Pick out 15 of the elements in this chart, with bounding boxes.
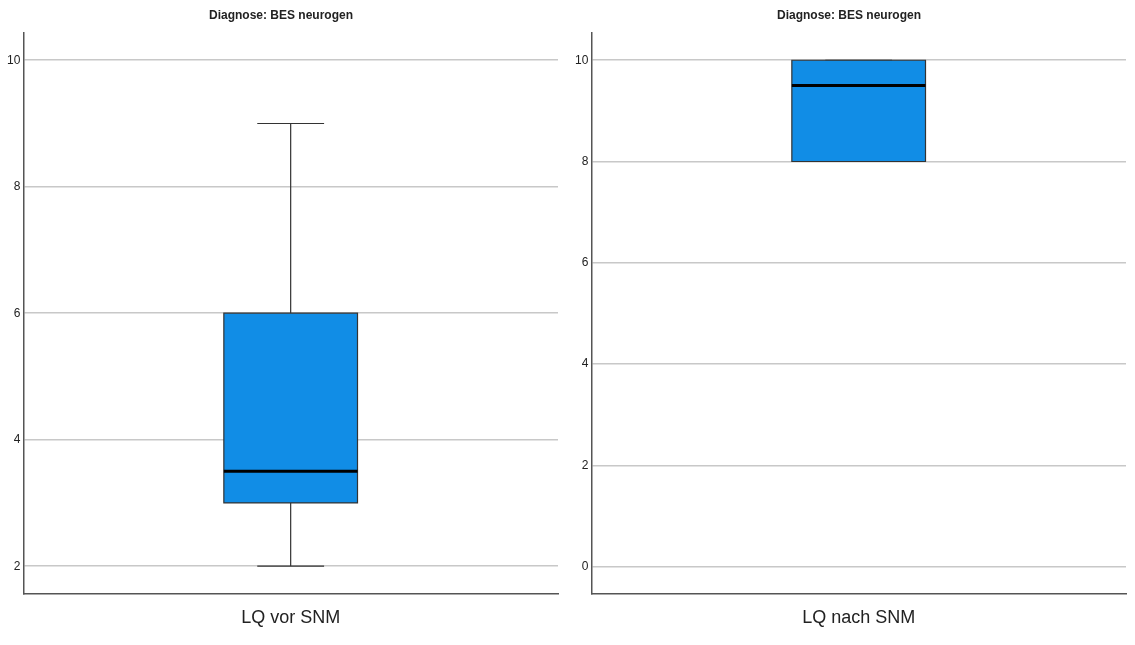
chart-title: Diagnose: BES neurogen (208, 7, 354, 22)
y-tick-label: 8 (581, 153, 589, 168)
y-tick-label: 6 (581, 255, 589, 270)
chart-title: Diagnose: BES neurogen (776, 7, 922, 22)
y-tick-label: 10 (574, 52, 589, 67)
y-tick-label: 8 (13, 179, 21, 194)
x-tick-label: LQ vor SNM (241, 607, 341, 628)
y-tick-label: 0 (581, 558, 589, 573)
y-tick-label: 2 (13, 558, 21, 573)
y-tick-label: 4 (581, 356, 589, 371)
y-tick-label: 4 (13, 432, 21, 447)
y-tick-label: 2 (581, 457, 589, 472)
y-tick-label: 10 (6, 52, 21, 67)
y-tick-label: 6 (13, 305, 21, 320)
x-tick-label: LQ nach SNM (802, 607, 916, 628)
